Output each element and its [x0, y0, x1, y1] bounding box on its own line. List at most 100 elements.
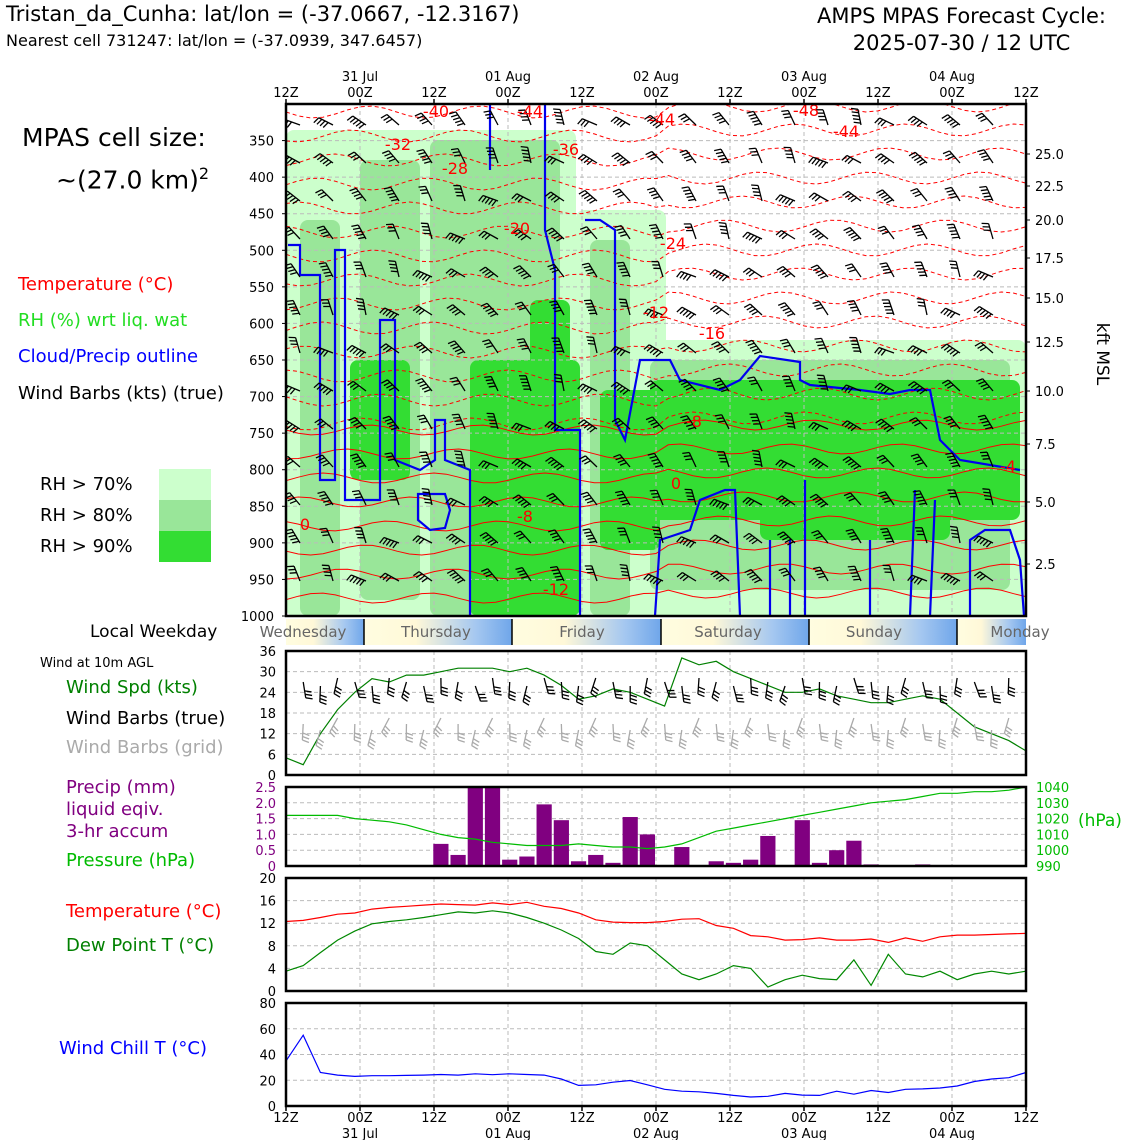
upper-wind-barb	[844, 385, 850, 393]
upper-wind-barb	[421, 378, 433, 392]
top-tick-label: 00Z	[791, 86, 817, 101]
upper-wind-barb	[589, 427, 596, 433]
upper-wind-barb	[678, 378, 686, 383]
upper-wind-barb	[387, 458, 395, 461]
upper-wind-barb	[620, 271, 628, 274]
wind-barb-true	[401, 681, 408, 698]
upper-wind-barb	[945, 452, 953, 455]
upper-wind-barb	[620, 499, 628, 503]
wind-barb-grid	[485, 731, 491, 738]
upper-wind-barb	[478, 496, 485, 502]
upper-wind-barb	[709, 498, 715, 506]
upper-wind-barb	[650, 421, 658, 426]
upper-wind-barb	[351, 489, 360, 493]
upper-wind-barb	[319, 349, 326, 356]
upper-wind-barb	[884, 491, 895, 506]
upper-wind-barb	[688, 452, 697, 468]
panel-frame	[284, 876, 1028, 993]
top-date-label: 01 Aug	[485, 70, 531, 85]
nearest-cell-label: Nearest cell 731247: lat/lon = (-37.0939…	[6, 31, 423, 50]
upper-wind-barb	[453, 416, 461, 419]
upper-wind-barb	[709, 269, 716, 276]
wind-barb-grid	[433, 717, 442, 733]
upper-wind-barb	[907, 345, 914, 352]
cell-size-line2: ~(27.0 km)2	[22, 156, 209, 198]
upper-wind-barb	[557, 337, 565, 354]
upper-wind-barb	[946, 576, 953, 583]
upper-wind-barb	[520, 272, 528, 277]
upper-wind-barb	[688, 198, 696, 202]
wind-barb-true	[455, 693, 463, 699]
bottom-tick-label: 00Z	[939, 1111, 965, 1126]
upper-wind-barb	[755, 148, 763, 164]
top-date-label: 02 Aug	[633, 70, 679, 85]
upper-wind-barb	[549, 420, 565, 430]
wind-barb-true	[955, 686, 963, 691]
weekday-label: Sunday	[846, 623, 902, 641]
upper-wind-barb	[583, 157, 590, 164]
upper-wind-barb	[913, 381, 928, 392]
upper-wind-barb	[643, 573, 649, 580]
upper-wind-barb	[811, 529, 819, 534]
upper-wind-barb	[322, 387, 329, 394]
upper-wind-barb	[780, 194, 796, 202]
upper-wind-barb	[782, 307, 790, 312]
upper-wind-barb	[577, 154, 584, 160]
wind-barb-true	[590, 692, 597, 698]
wind-barb-grid	[420, 741, 427, 747]
upper-wind-barb	[977, 414, 985, 418]
upper-wind-barb	[449, 376, 457, 380]
upper-wind-barb	[655, 224, 664, 240]
upper-wind-barb	[812, 230, 819, 236]
wind-barb-grid	[640, 717, 648, 733]
upper-wind-barb	[646, 309, 652, 317]
upper-wind-barb	[457, 579, 464, 584]
upper-wind-barb	[976, 307, 983, 314]
wind-barb-true	[426, 697, 434, 700]
upper-wind-barb	[912, 456, 920, 460]
upper-wind-barb	[757, 185, 763, 202]
upper-wind-barb	[850, 462, 858, 468]
upper-wind-barb	[288, 226, 301, 240]
upper-wind-barb	[516, 338, 524, 341]
upper-wind-barb	[676, 536, 682, 543]
wind-barb-grid	[406, 735, 414, 740]
upper-wind-barb	[355, 461, 364, 466]
upper-wind-barb	[325, 262, 334, 278]
wind-barb-true	[562, 697, 570, 701]
upper-wind-barb	[318, 117, 334, 126]
upper-wind-barb	[317, 191, 325, 196]
upper-wind-barb	[484, 266, 499, 278]
wind-barb-grid	[316, 741, 324, 747]
wind-barb-grid	[1004, 732, 1011, 738]
upper-wind-barb	[524, 109, 532, 126]
upper-wind-barb	[454, 348, 462, 353]
upper-wind-barb	[980, 342, 994, 354]
upper-wind-barb	[847, 531, 855, 535]
cloud-outline-path	[585, 218, 1021, 472]
upper-wind-barb	[816, 264, 829, 278]
wind-barb-grid	[747, 725, 754, 732]
wind-barb-true	[900, 677, 907, 694]
upper-wind-barb	[450, 342, 458, 347]
upper-wind-barb	[742, 267, 750, 273]
upper-wind-barb	[552, 493, 565, 506]
upper-wind-barb	[513, 265, 520, 270]
upper-wind-barb	[846, 420, 862, 430]
precip-bar	[467, 787, 483, 866]
upper-wind-barb	[316, 155, 324, 161]
upper-wind-barb	[417, 535, 433, 544]
upper-wind-barb	[484, 495, 499, 506]
precip-bar	[794, 820, 810, 866]
upper-wind-barb	[745, 339, 753, 344]
upper-wind-barb	[321, 189, 334, 202]
upper-wind-barb	[717, 341, 730, 354]
upper-wind-barb	[618, 188, 631, 202]
upper-wind-barb	[450, 268, 466, 278]
upper-wind-barb	[713, 572, 720, 578]
upper-wind-barb	[782, 536, 789, 541]
upper-wind-barb	[855, 337, 862, 354]
upper-wind-barb	[319, 422, 327, 428]
upper-wind-barb	[841, 420, 848, 426]
wind-barb-true	[973, 681, 981, 698]
